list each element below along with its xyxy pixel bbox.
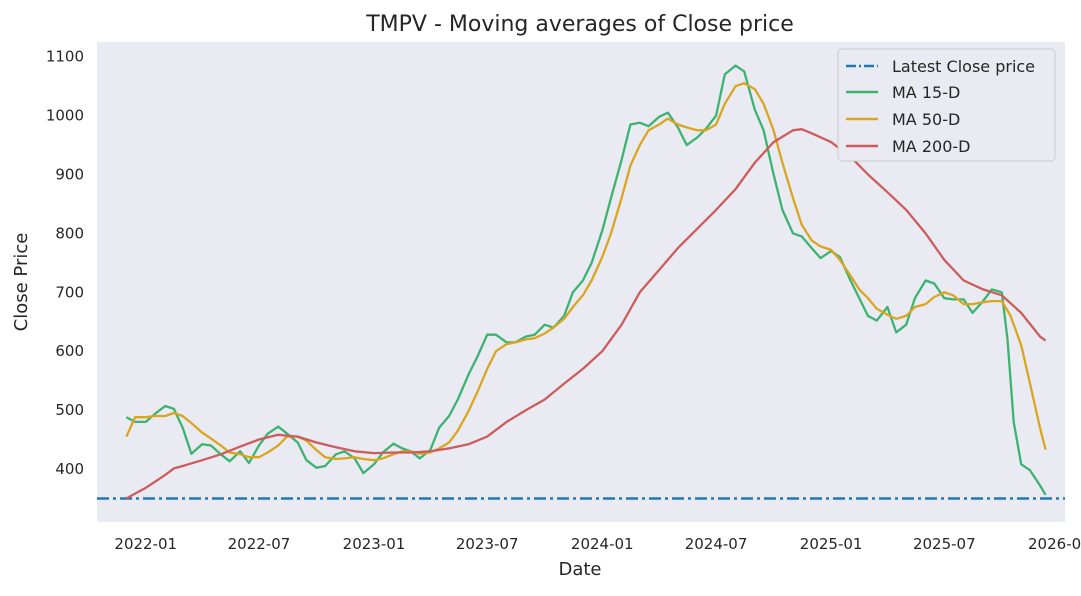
legend-label-ma15: MA 15-D	[892, 83, 960, 102]
x-tick-label: 2022-01	[114, 535, 177, 553]
series-line-ma50	[125, 82, 1047, 462]
x-tick-label: 2023-07	[456, 535, 519, 553]
legend-label-ma200: MA 200-D	[892, 137, 970, 156]
x-tick-label: 2026-01	[1028, 535, 1081, 553]
series-line-ma15	[125, 64, 1047, 496]
y-tick-label: 600	[55, 342, 84, 360]
legend-frame	[837, 48, 1056, 162]
x-tick-label: 2024-01	[571, 535, 634, 553]
legend-label-latest: Latest Close price	[892, 57, 1035, 76]
y-tick-label: 1000	[46, 107, 84, 125]
x-tick-label: 2025-01	[800, 535, 863, 553]
x-tick-label: 2022-07	[228, 535, 291, 553]
y-axis-label: Close Price	[11, 233, 32, 332]
x-tick-label: 2023-01	[343, 535, 406, 553]
y-tick-label: 1100	[46, 48, 84, 66]
x-tick-label: 2025-07	[913, 535, 976, 553]
legend-label-ma50: MA 50-D	[892, 110, 960, 129]
y-tick-label: 500	[55, 401, 84, 419]
y-tick-label: 700	[55, 283, 84, 301]
series-line-ma200	[125, 128, 1047, 500]
y-tick-label: 400	[55, 460, 84, 478]
series-group	[125, 64, 1047, 500]
legend: Latest Close price MA 15-D MA 50-D MA 20…	[837, 48, 1056, 162]
y-tick-label: 800	[55, 224, 84, 242]
x-tick-label: 2024-07	[685, 535, 748, 553]
y-tick-label: 900	[55, 166, 84, 184]
chart-title: TMPV - Moving averages of Close price	[365, 12, 794, 37]
axis-ticks: 2022-01 2022-07 2023-01 2023-07 2024-01 2024-…	[46, 48, 1081, 553]
x-axis-label: Date	[558, 559, 601, 580]
